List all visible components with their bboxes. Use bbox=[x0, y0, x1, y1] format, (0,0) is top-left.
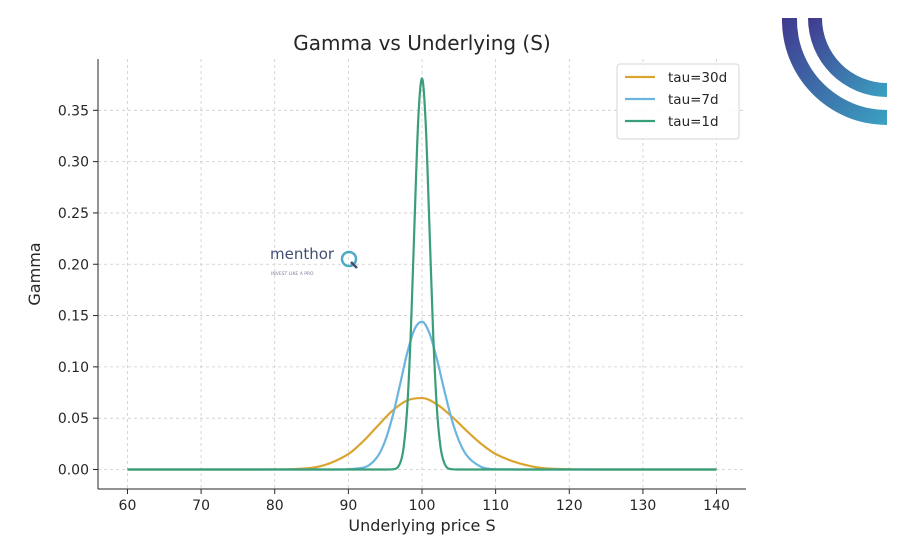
y-tick-label: 0.00 bbox=[58, 463, 89, 479]
watermark-brand: menthor bbox=[270, 245, 335, 263]
y-axis-label: Gamma bbox=[25, 242, 44, 305]
x-tick-label: 60 bbox=[119, 498, 137, 514]
watermark-q-icon bbox=[340, 250, 358, 268]
x-tick-label: 140 bbox=[703, 498, 730, 514]
x-axis-label: Underlying price S bbox=[348, 516, 495, 535]
x-tick-label: 130 bbox=[630, 498, 657, 514]
legend: tau=30d tau=7d tau=1d bbox=[616, 63, 740, 140]
x-tick-label: 100 bbox=[409, 498, 436, 514]
x-tick-label: 110 bbox=[482, 498, 509, 514]
series-lines bbox=[127, 77, 717, 471]
grid bbox=[98, 59, 746, 489]
legend-label: tau=7d bbox=[668, 92, 719, 108]
brand-logo-arcs bbox=[781, 18, 887, 125]
y-tick-label: 0.05 bbox=[58, 411, 89, 427]
x-tick-label: 120 bbox=[556, 498, 583, 514]
y-tick-label: 0.20 bbox=[58, 257, 89, 273]
watermark-logo: menthor INVEST LIKE A PRO bbox=[270, 245, 358, 277]
x-tick-label: 80 bbox=[266, 498, 284, 514]
legend-label: tau=1d bbox=[668, 114, 719, 130]
axes: 60 70 80 90 100 110 120 130 140 0.00 0.05 0.10 0.15 0… bbox=[58, 59, 746, 514]
x-tick-label: 90 bbox=[339, 498, 357, 514]
y-tick-label: 0.35 bbox=[58, 103, 89, 119]
y-tick-label: 0.30 bbox=[58, 155, 89, 171]
chart-title: Gamma vs Underlying (S) bbox=[293, 31, 550, 55]
y-tick-label: 0.25 bbox=[58, 206, 89, 222]
x-tick-label: 70 bbox=[192, 498, 210, 514]
legend-label: tau=30d bbox=[668, 70, 727, 86]
y-tick-label: 0.10 bbox=[58, 360, 89, 376]
watermark-tagline: INVEST LIKE A PRO bbox=[271, 271, 314, 277]
y-tick-label: 0.15 bbox=[58, 309, 89, 325]
series-line-tau-7d bbox=[127, 320, 717, 471]
series-line-tau-1d bbox=[127, 77, 717, 471]
